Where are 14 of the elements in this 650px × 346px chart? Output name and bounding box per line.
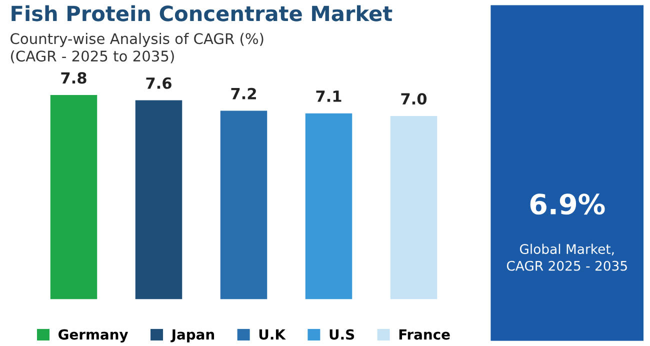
data-label: 7.6 — [146, 77, 172, 89]
chart-title: Fish Protein Concentrate Market — [12, 5, 392, 22]
legend-label: U.K — [259, 329, 286, 340]
data-label: 7.8 — [61, 72, 86, 84]
legend-label: France — [399, 329, 450, 340]
data-label: 7.0 — [401, 93, 427, 105]
chart-subtitle: Country-wise Analysis of CAGR (%) (CAGR - 2025 to 2035) — [10, 32, 264, 64]
legend-label: Japan — [170, 329, 214, 342]
legend-label: U.S — [330, 329, 354, 340]
legend-label: Germany — [58, 329, 128, 343]
text: Global Market, CAGR 2025 - 2035 — [506, 244, 627, 271]
text: 6.9% — [530, 194, 605, 215]
data-label: 7.2 — [231, 88, 256, 100]
data-label: 7.1 — [316, 90, 342, 102]
